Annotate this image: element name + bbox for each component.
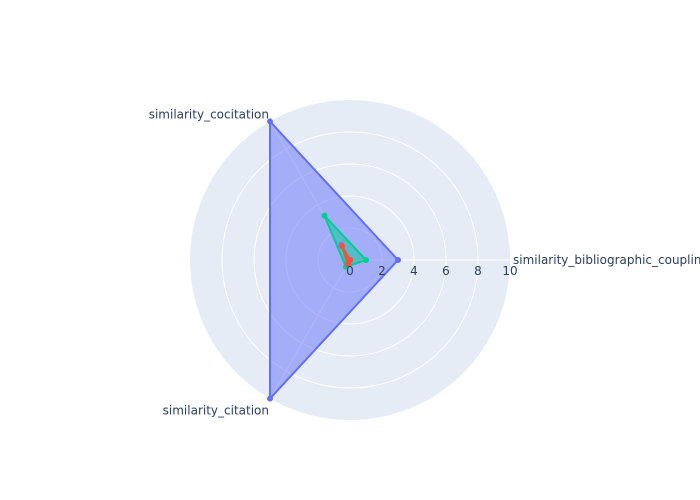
- series-area: [324, 215, 366, 267]
- radial-tick-labels: 0 2 4 6 8 10: [346, 264, 517, 278]
- series-line: [269, 120, 399, 400]
- axis-label: similarity_bibliographic_coupling: [513, 253, 700, 267]
- axis-labels: similarity_bibliographic_couplingsimilar…: [149, 107, 700, 417]
- series-0: [267, 118, 401, 402]
- radial-tick-label: 6: [442, 264, 450, 278]
- radial-tick-label: 2: [378, 264, 386, 278]
- data-point[interactable]: [395, 257, 401, 263]
- radial-tick-label: 4: [410, 264, 418, 278]
- data-point[interactable]: [321, 212, 328, 219]
- radial-tick-label: 10: [502, 264, 517, 278]
- data-point[interactable]: [363, 257, 369, 263]
- series-layer: [267, 118, 401, 402]
- series-area: [270, 121, 398, 399]
- data-point[interactable]: [267, 118, 273, 125]
- data-point[interactable]: [267, 395, 273, 402]
- radial-tick-label: 0: [346, 264, 354, 278]
- axis-label: similarity_cocitation: [149, 107, 269, 121]
- radial-tick-label: 8: [474, 264, 482, 278]
- data-point[interactable]: [339, 243, 345, 250]
- series-3: [339, 243, 353, 268]
- axis-label: similarity_citation: [163, 404, 269, 418]
- data-point[interactable]: [344, 261, 351, 268]
- series-line: [323, 214, 367, 268]
